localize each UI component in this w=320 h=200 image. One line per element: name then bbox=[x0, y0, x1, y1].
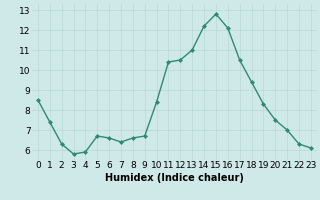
X-axis label: Humidex (Indice chaleur): Humidex (Indice chaleur) bbox=[105, 173, 244, 183]
